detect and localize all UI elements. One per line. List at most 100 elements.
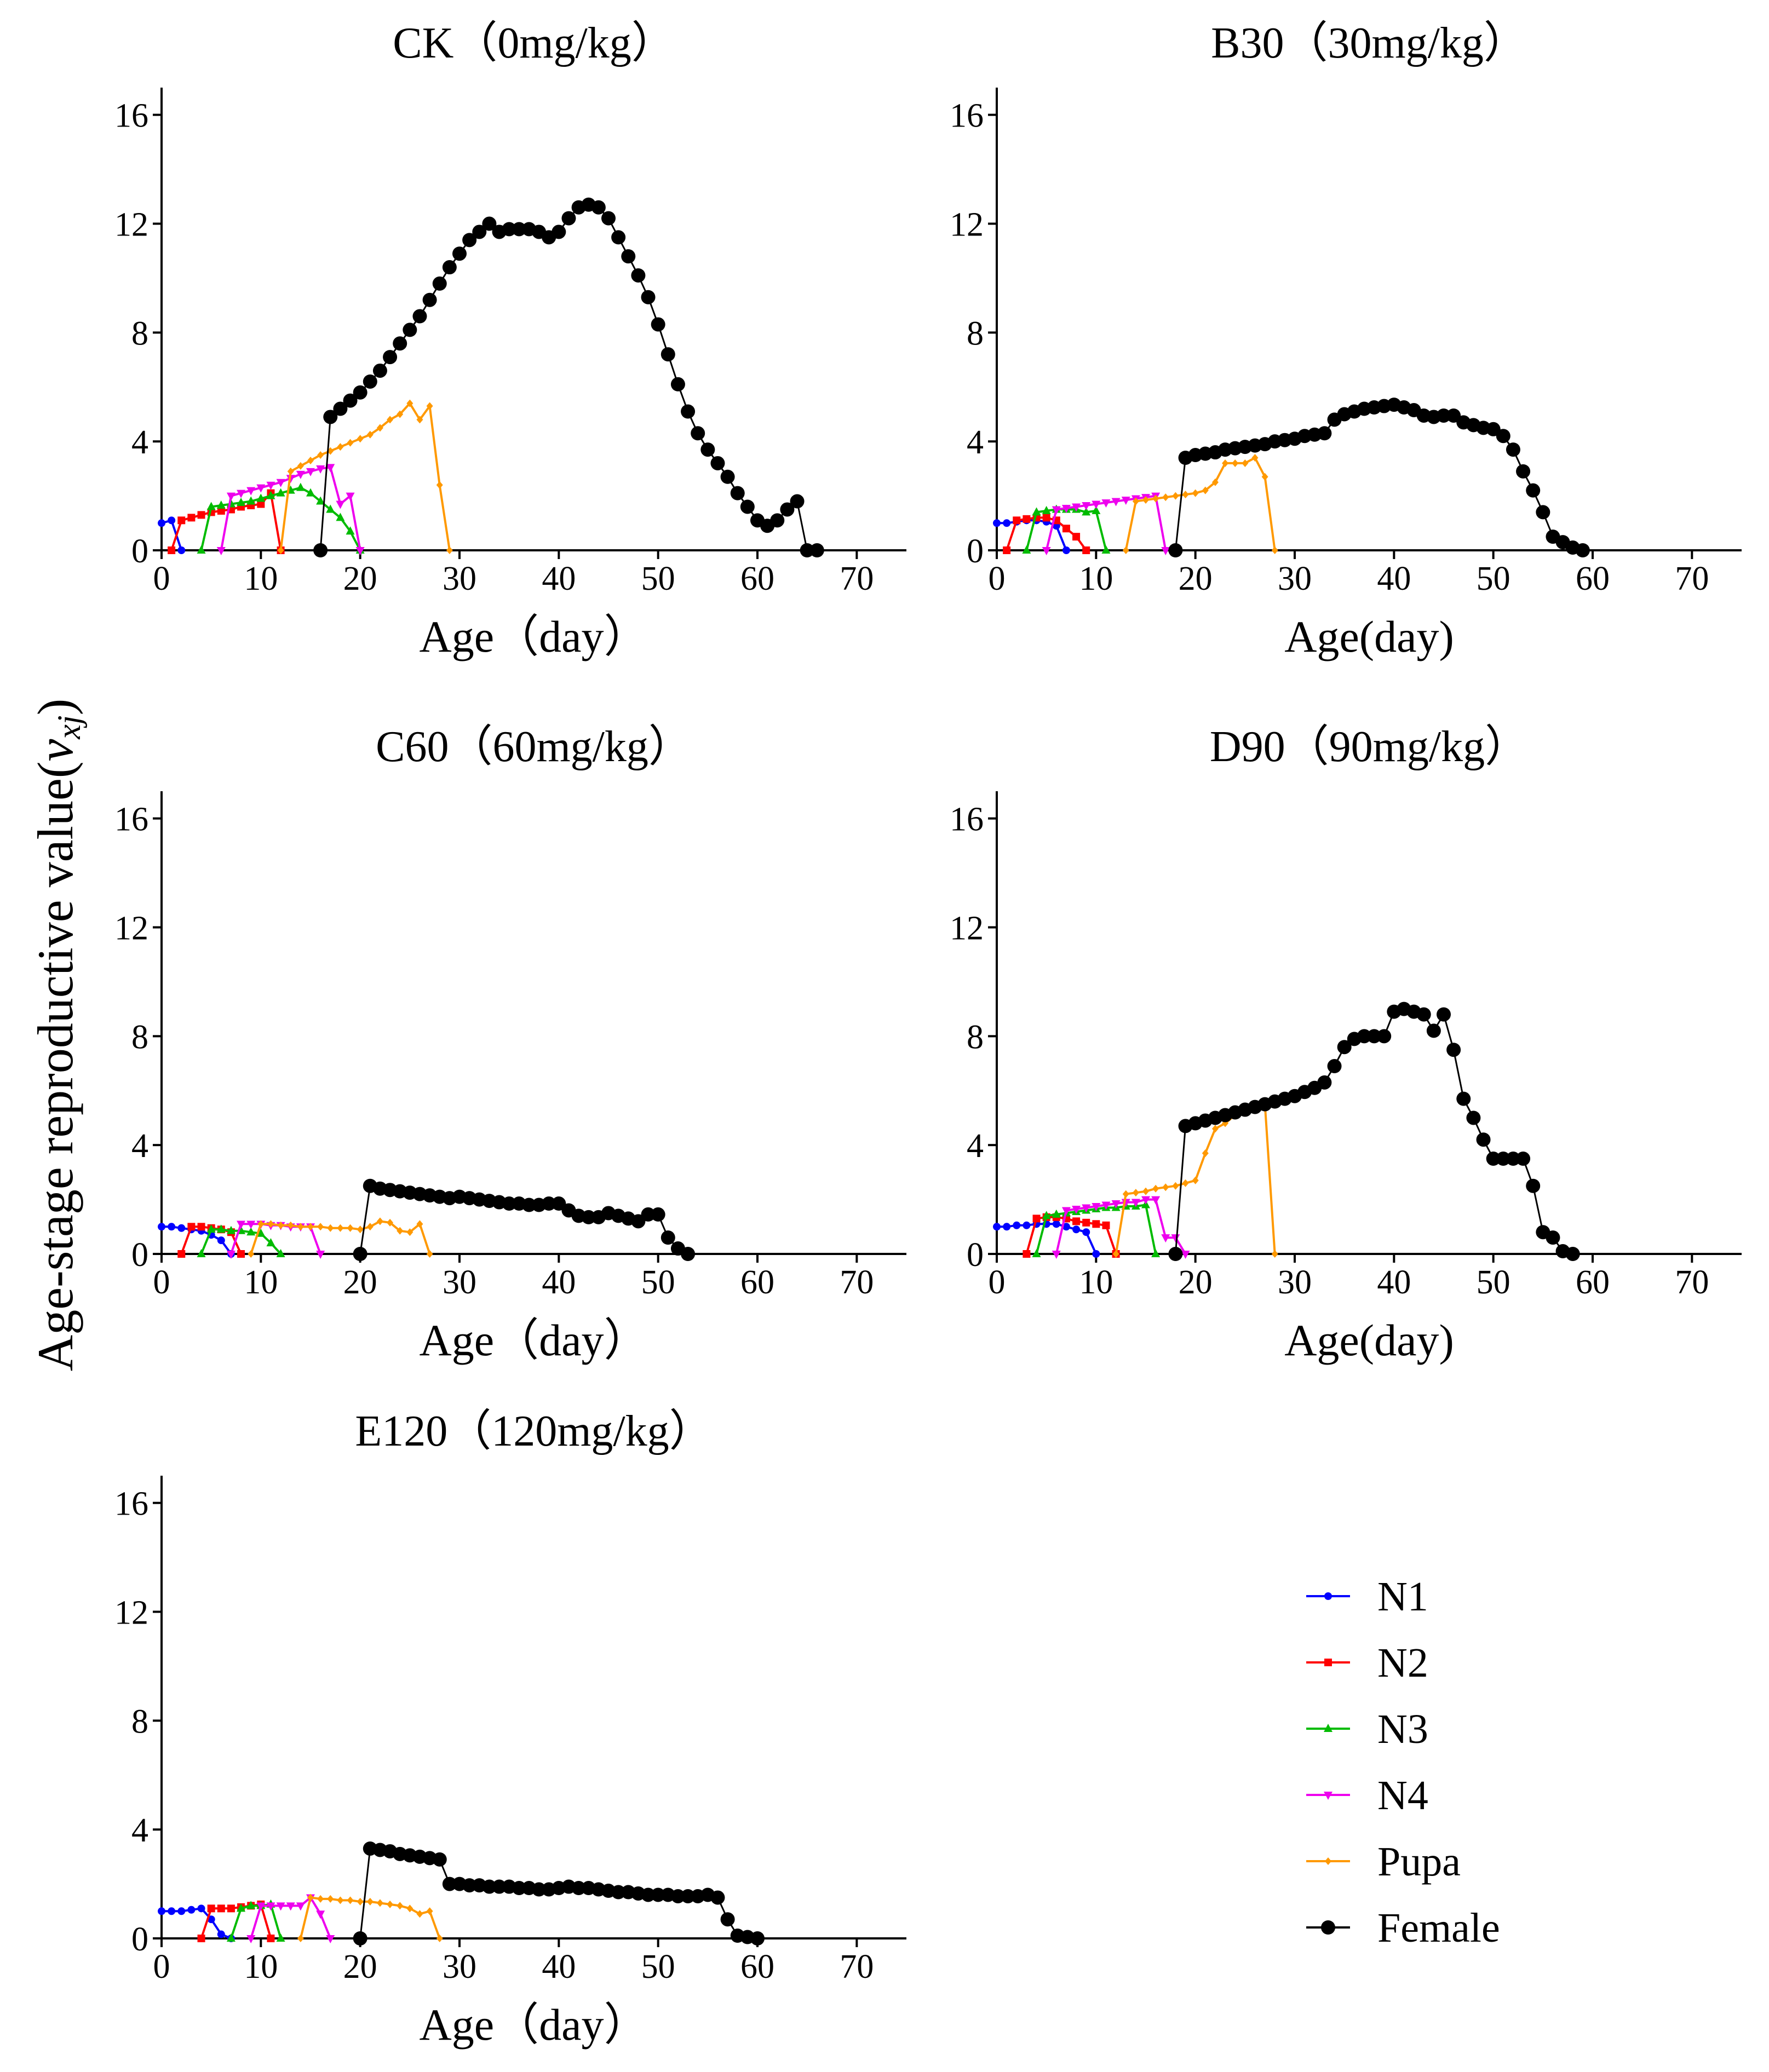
panel-ck-series-pupa-point [357, 435, 364, 443]
panel-ck-series-n3-point [316, 496, 325, 505]
panel-c60-series-female-point [651, 1207, 665, 1222]
panel-e120-series-female-point [641, 1887, 656, 1902]
panel-c60-series-pupa-point [317, 1223, 324, 1231]
panel-b30-series-n4-point [1042, 547, 1051, 555]
panel-e120-series-female-point [482, 1879, 497, 1894]
panel-d90-series-n4-point [1092, 1203, 1101, 1212]
panel-ck-series-pupa-point [376, 424, 383, 432]
panel-b30-series-female-point [1575, 543, 1590, 557]
panel-c60-series-pupa-point [327, 1224, 334, 1232]
panel-b30-series-pupa-point [1242, 459, 1249, 467]
panel-c60: 0 10 20 30 40 50 60 70 0 4 8 12 16 C60（60mg/kg） Age（da… [114, 723, 906, 1365]
panel-ck-y-tick-label: 16 [114, 97, 148, 135]
panel-ck-series-female-point [621, 249, 636, 264]
panel-e120-x-tick-label: 70 [840, 1948, 874, 1985]
panel-c60-series-pupa-point [376, 1217, 383, 1225]
panel-e120-series-female-point [710, 1890, 725, 1905]
panel-ck-series-n4-point [216, 547, 226, 555]
panel-b30-title: B30（30mg/kg） [1211, 19, 1527, 67]
panel-d90-series-n2 [1023, 1213, 1120, 1258]
panel-ck-series-n4-point [355, 547, 365, 555]
panel-e120-series-n1-point [168, 1907, 176, 1915]
panel-ck-series-n4-point [256, 484, 266, 493]
panel-e120-series-pupa-point [397, 1902, 404, 1910]
legend-item-n3: N3 [1306, 1706, 1428, 1752]
panel-d90-title: D90（90mg/kg） [1210, 723, 1529, 771]
panel-ck-y-tick-label: 8 [131, 315, 148, 352]
panel-ck-series-female-point [800, 543, 814, 557]
panel-d90-y-tick-label: 4 [967, 1127, 984, 1165]
panel-ck-x-tick-label: 20 [343, 560, 377, 597]
legend-n4-label: N4 [1377, 1772, 1428, 1818]
panel-b30-series-pupa-point [1202, 486, 1209, 494]
panel-e120-y-tick-label: 4 [131, 1812, 148, 1849]
panel-b30-y-tick-label: 16 [950, 97, 984, 135]
panel-b30-x-tick-label: 20 [1179, 560, 1213, 597]
panel-c60-series-pupa-point [248, 1250, 255, 1258]
panel-e120-series-female-point [532, 1882, 547, 1897]
panel-c60-series-n3-point [206, 1224, 216, 1233]
panel-d90-series-female-point [1327, 1059, 1342, 1074]
panel-c60-series-n2-point [187, 1223, 196, 1231]
panel-c60-series-pupa-point [257, 1220, 265, 1228]
panel-b30-series-pupa-line [1124, 457, 1276, 551]
panel-e120-series-female-point [512, 1881, 526, 1896]
panel-b30-series-pupa-point [1182, 491, 1189, 499]
panel-c60-series-n1-point [168, 1223, 176, 1231]
panel-d90-x-axis-label: Age(day) [1284, 1315, 1454, 1365]
panel-ck-series-n1-point [168, 516, 176, 525]
panel-ck-series-female-point [383, 350, 398, 365]
panel-ck-series-female-point [601, 211, 616, 226]
panel-e120-series-n4-point [316, 1910, 325, 1919]
panel-d90-series-female [1168, 1002, 1580, 1261]
panel-ck-series-n1-point [158, 519, 165, 527]
panel-e120-series-n4-point [246, 1935, 256, 1943]
panel-d90-series-n2-point [1102, 1221, 1110, 1229]
legend-n2-label: N2 [1377, 1640, 1428, 1686]
panel-e120-series-n4-point [296, 1902, 305, 1911]
panel-d90-series-female-point [1516, 1152, 1531, 1166]
panel-c60-series-female-point [552, 1196, 566, 1211]
panel-e120-series-n4-point [266, 1902, 275, 1911]
panel-b30-x-tick-label: 0 [989, 560, 1006, 597]
panel-e120-series-n4-point [286, 1902, 295, 1911]
panel-c60-series-n4-point [246, 1221, 256, 1229]
panel-e120-y-tick-label: 16 [114, 1486, 148, 1523]
panel-d90-series-n1-point [1092, 1250, 1100, 1258]
panel-ck-y-tick-label: 4 [131, 424, 148, 461]
panel-b30-series-n1-point [993, 519, 1001, 527]
panel-b30: 0 10 20 30 40 50 60 70 0 4 8 12 16 B30（30mg/kg） Age(da… [950, 19, 1742, 661]
panel-d90-series-n1-point [993, 1223, 1001, 1231]
panel-b30-series-female-point [1496, 429, 1510, 444]
panel-ck-series-n1 [158, 516, 186, 554]
panel-d90-series-n4-point [1181, 1251, 1190, 1259]
panel-ck-x-tick-label: 60 [740, 560, 774, 597]
panel-c60-series-n3-point [246, 1227, 256, 1236]
panel-ck-series-pupa-point [416, 416, 423, 424]
panel-e120-series-female-point [571, 1881, 586, 1896]
panel-b30-series-female [1168, 398, 1590, 557]
panel-b30-y-tick-label: 4 [967, 424, 984, 461]
panel-ck-series-female-point [809, 543, 824, 557]
panel-d90-series-female-point [1496, 1152, 1510, 1166]
panel-c60-series-n4-point [316, 1251, 325, 1259]
panel-ck-series-female-point [780, 502, 795, 517]
panel-ck-y-tick-label: 12 [114, 206, 148, 244]
panel-ck-series-n2-point [257, 500, 265, 508]
panel-ck-series-female-point [363, 374, 377, 389]
panel-ck-series-n4-point [246, 487, 256, 496]
panel-c60-series-female [353, 1178, 696, 1261]
panel-d90-series-female-point [1546, 1230, 1560, 1245]
panel-d90-series-n4-point [1072, 1205, 1081, 1214]
panel-c60-series-female-point [641, 1207, 656, 1222]
panel-ck-series-pupa-point [347, 439, 354, 447]
panel-e120-x-tick-label: 20 [343, 1948, 377, 1985]
panel-c60-series-pupa-point [387, 1218, 394, 1227]
panel-b30-x-tick-label: 30 [1278, 560, 1312, 597]
panel-ck-series-female-point [681, 404, 696, 419]
panel-c60-y-tick-label: 12 [114, 910, 148, 947]
panel-e120-y-tick-label: 0 [131, 1921, 148, 1958]
panel-e120-x-tick-label: 10 [244, 1948, 278, 1985]
panel-ck-series-female-point [591, 200, 606, 215]
